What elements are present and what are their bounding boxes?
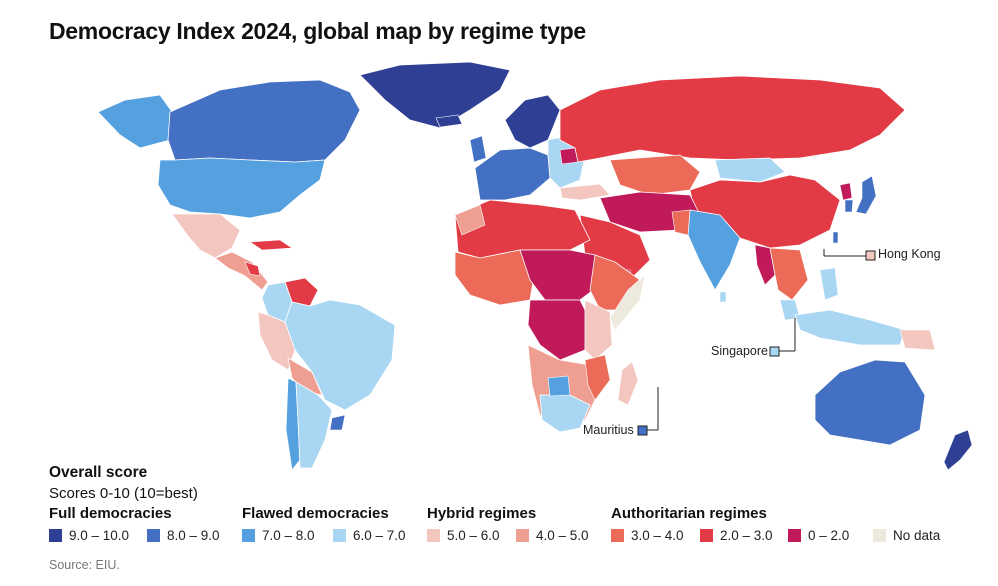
region-somalia (609, 274, 646, 331)
region-iceland (435, 114, 463, 128)
swatch-no-data (873, 529, 886, 542)
region-india (687, 209, 741, 291)
region-mongolia (714, 157, 786, 183)
legend-item-9-10: 9.0 – 10.0 (49, 528, 129, 543)
world-map (97, 61, 973, 471)
legend-category-authoritarian: Authoritarian regimes (611, 505, 767, 522)
label-hong-kong: Hong Kong (878, 247, 941, 261)
swatch-7-8 (242, 529, 255, 542)
legend-category-hybrid: Hybrid regimes (427, 505, 537, 522)
legend-item-4-5: 4.0 – 5.0 (516, 528, 589, 543)
region-morocco (454, 204, 486, 236)
region-mozambique (584, 354, 611, 401)
legend-item-3-4: 3.0 – 4.0 (611, 528, 684, 543)
source-note: Source: EIU. (49, 558, 120, 572)
legend-item-2-3: 2.0 – 3.0 (700, 528, 773, 543)
legend-category-flawed: Flawed democracies (242, 505, 389, 522)
region-sri-lanka (719, 291, 727, 303)
swatch-0-2 (788, 529, 801, 542)
region-uk (469, 135, 487, 163)
map-title: Democracy Index 2024, global map by regi… (49, 18, 586, 44)
region-madagascar (617, 361, 639, 406)
region-central-africa (527, 299, 591, 361)
region-east-africa (584, 299, 613, 361)
legend-item-8-9: 8.0 – 9.0 (147, 528, 220, 543)
label-mauritius: Mauritius (583, 423, 634, 437)
region-cuba (249, 239, 293, 251)
region-alaska (97, 94, 179, 149)
region-north-korea (839, 182, 853, 201)
legend-category-full: Full democracies (49, 505, 172, 522)
region-japan (855, 175, 877, 215)
region-png (899, 329, 936, 351)
region-indochina (769, 247, 809, 301)
legend-subheading: Scores 0-10 (10=best) (49, 485, 198, 502)
region-indonesia (794, 309, 906, 346)
region-sahel (519, 249, 601, 301)
legend-item-no-data: No data (873, 528, 940, 543)
region-philippines (819, 267, 839, 301)
region-scandinavia (504, 94, 561, 149)
legend-heading: Overall score (49, 464, 148, 481)
region-myanmar (754, 244, 776, 286)
region-usa (157, 157, 326, 219)
swatch-4-5 (516, 529, 529, 542)
region-botswana (547, 375, 571, 397)
region-central-america (214, 251, 269, 291)
region-turkey (559, 183, 611, 201)
region-central-asia (609, 154, 701, 196)
callout-mauritius (637, 387, 659, 436)
swatch-8-9 (147, 529, 160, 542)
legend-item-0-2: 0 – 2.0 (788, 528, 849, 543)
callout-singapore (769, 318, 796, 357)
swatch-9-10 (49, 529, 62, 542)
legend-item-7-8: 7.0 – 8.0 (242, 528, 315, 543)
region-russia (559, 75, 906, 163)
region-taiwan (832, 231, 839, 244)
region-new-zealand (943, 429, 973, 471)
region-pakistan (671, 209, 691, 236)
callout-hong-kong (823, 249, 876, 261)
region-canada (167, 79, 361, 163)
swatch-5-6 (427, 529, 440, 542)
swatch-2-3 (700, 529, 713, 542)
region-australia (814, 359, 926, 446)
region-nicaragua (244, 261, 261, 277)
swatch-6-7 (333, 529, 346, 542)
region-uruguay (329, 414, 346, 431)
legend-item-5-6: 5.0 – 6.0 (427, 528, 500, 543)
label-singapore: Singapore (711, 344, 768, 358)
region-south-korea (844, 199, 854, 213)
region-western-europe (474, 147, 551, 201)
legend-item-6-7: 6.0 – 7.0 (333, 528, 406, 543)
region-argentina (295, 381, 333, 469)
swatch-3-4 (611, 529, 624, 542)
region-greenland (359, 61, 511, 129)
region-mexico (171, 213, 241, 259)
